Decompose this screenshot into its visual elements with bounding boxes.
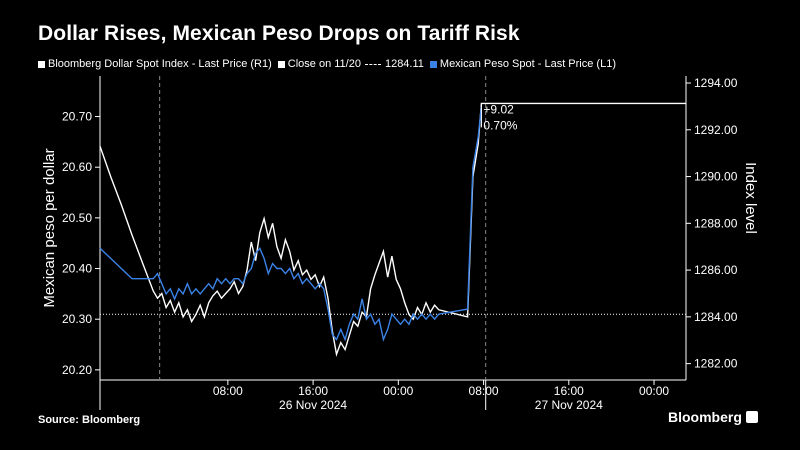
dollar-index-line [99, 102, 686, 357]
legend-label-peso: Mexican Peso Spot - Last Price (L1) [439, 58, 616, 70]
x-tick-label: 16:00 [554, 384, 584, 398]
legend-item-dollar-index: Bloomberg Dollar Spot Index - Last Price… [38, 58, 272, 70]
x-date-label: 26 Nov 2024 [279, 398, 347, 412]
source-note: Source: Bloomberg [38, 414, 141, 426]
y-right-tick-label: 1292.00 [694, 123, 738, 137]
y-left-axis-title: Mexican peso per dollar [41, 148, 58, 307]
brand-name: Bloomberg [668, 409, 742, 425]
peso-line [99, 106, 483, 342]
x-tick-label: 08:00 [213, 384, 243, 398]
y-right-tick-label: 1290.00 [694, 170, 738, 184]
y-left-tick-label: 20.20 [62, 363, 92, 377]
x-tick-label: 16:00 [298, 384, 328, 398]
y-right-tick-label: 1288.00 [694, 216, 738, 230]
legend-item-close-reference: Close on 11/20 1284.11 [277, 58, 424, 70]
x-date-label: 27 Nov 2024 [535, 398, 603, 412]
legend-swatch-close [277, 60, 285, 68]
y-right-tick-label: 1282.00 [694, 357, 738, 371]
y-left-tick-label: 20.60 [62, 160, 92, 174]
legend-value-close: 1284.11 [384, 58, 424, 70]
legend-label-dollar-index: Bloomberg Dollar Spot Index - Last Price… [48, 58, 272, 70]
annotation-percent: 0.70% [483, 118, 517, 132]
legend-label-close: Close on 11/20 [287, 58, 361, 70]
legend-dash-icon [364, 63, 381, 65]
annotation-change: +9.02 [483, 102, 514, 116]
legend: Bloomberg Dollar Spot Index - Last Price… [38, 58, 622, 70]
chart-title: Dollar Rises, Mexican Peso Drops on Tari… [38, 22, 520, 45]
legend-item-peso: Mexican Peso Spot - Last Price (L1) [429, 58, 616, 70]
y-left-tick-label: 20.50 [62, 211, 92, 225]
y-right-tick-label: 1284.00 [694, 310, 738, 324]
y-left-tick-label: 20.30 [62, 312, 92, 326]
y-left-tick-label: 20.70 [62, 110, 92, 124]
y-right-tick-label: 1286.00 [694, 263, 738, 277]
bloomberg-mark-icon [745, 411, 758, 423]
x-tick-label: 08:00 [469, 384, 499, 398]
legend-swatch-white [38, 60, 45, 68]
brand-logo: Bloomberg [668, 409, 758, 425]
y-right-axis-title: Index level [742, 162, 759, 234]
y-left-tick-label: 20.40 [62, 262, 92, 276]
legend-swatch-blue [429, 60, 437, 68]
y-right-tick-label: 1294.00 [694, 76, 738, 90]
x-tick-label: 00:00 [383, 384, 413, 398]
x-tick-label: 00:00 [639, 384, 669, 398]
